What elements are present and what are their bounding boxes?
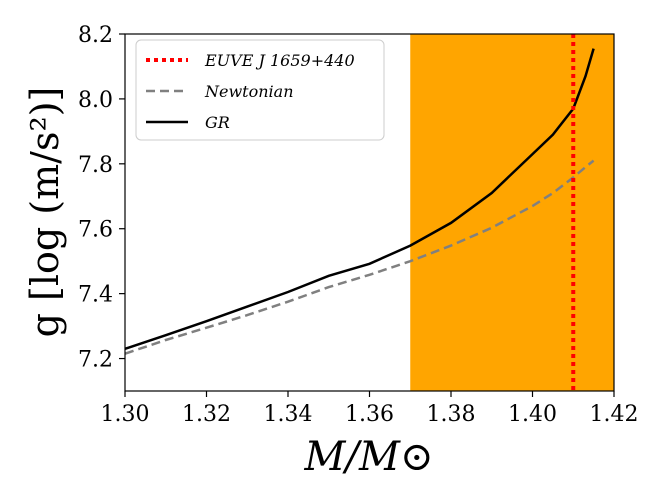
newtonian-line — [124, 159, 595, 355]
legend: EUVE J 1659+440 Newtonian GR — [135, 39, 385, 141]
y-tick-label: 7.8 — [78, 153, 113, 178]
x-axis-ticks: 1.30 1.32 1.34 1.36 1.38 1.40 1.42 — [101, 391, 639, 427]
shaded-region — [410, 34, 614, 391]
x-tick-label: 1.36 — [345, 402, 394, 427]
legend-label-newtonian: Newtonian — [204, 82, 294, 101]
x-tick-label: 1.30 — [101, 402, 150, 427]
y-tick-label: 7.2 — [78, 348, 113, 373]
y-tick-label: 7.4 — [78, 283, 113, 308]
legend-label-gr: GR — [205, 113, 230, 132]
x-tick-label: 1.40 — [508, 402, 557, 427]
x-tick-label: 1.42 — [590, 402, 639, 427]
legend-label-euve: EUVE J 1659+440 — [204, 51, 355, 70]
y-tick-label: 8.2 — [78, 23, 113, 48]
x-axis-title: M/M⊙ — [304, 434, 434, 480]
gr-line — [124, 48, 595, 350]
x-tick-label: 1.38 — [427, 402, 476, 427]
y-axis-title: g [log (m/s²)] — [23, 87, 67, 338]
x-tick-label: 1.34 — [264, 402, 313, 427]
x-tick-label: 1.32 — [182, 402, 231, 427]
y-tick-label: 7.6 — [78, 218, 113, 243]
y-axis-ticks: 7.2 7.4 7.6 7.8 8.0 8.2 — [78, 23, 125, 373]
y-tick-label: 8.0 — [78, 88, 113, 113]
legend-box — [135, 39, 385, 141]
